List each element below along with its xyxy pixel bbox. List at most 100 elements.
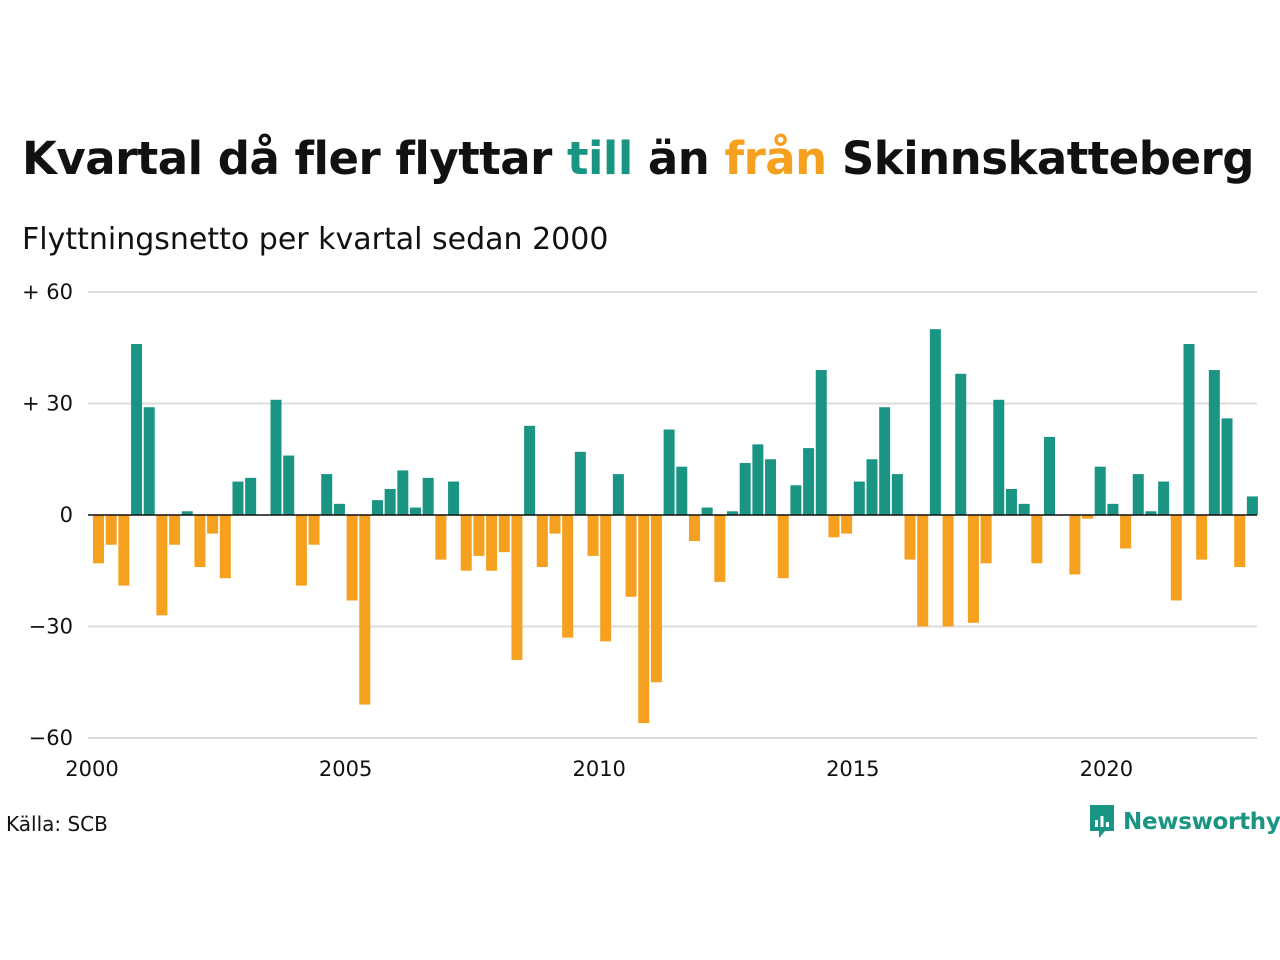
bar	[511, 515, 523, 660]
bar	[219, 515, 231, 579]
bar	[967, 515, 979, 623]
bar	[803, 448, 815, 515]
bar	[1044, 436, 1055, 515]
bar	[777, 515, 789, 579]
bar	[1246, 496, 1258, 515]
y-axis-tick-labels: + 60 + 30 0 −30 −60	[22, 280, 73, 750]
bar	[473, 515, 485, 556]
y-tick-label: 0	[60, 503, 73, 527]
bar	[384, 488, 396, 515]
x-tick-label: 2020	[1080, 757, 1133, 781]
bar	[181, 511, 193, 515]
bar	[207, 515, 219, 534]
bar	[790, 485, 802, 515]
bar	[562, 515, 574, 638]
x-axis-tick-labels: 2000 2005 2010 2015 2020	[65, 757, 1133, 781]
newsworthy-chart-bubble-icon	[1090, 805, 1114, 838]
bar	[929, 329, 941, 515]
bar	[371, 500, 383, 515]
bar	[980, 515, 992, 564]
title-part-1: Kvartal då fler flyttar	[22, 132, 567, 185]
bar	[638, 515, 650, 724]
y-tick-label: −60	[29, 726, 73, 750]
bar	[574, 451, 586, 515]
bar	[270, 399, 282, 515]
chart-subtitle: Flyttningsnetto per kvartal sedan 2000	[22, 222, 609, 257]
bar	[600, 515, 612, 642]
bar	[1082, 515, 1094, 519]
bar	[1208, 370, 1220, 515]
bar	[1170, 515, 1182, 601]
bar	[1196, 515, 1208, 560]
bar	[739, 462, 751, 515]
bar	[727, 511, 738, 515]
bar	[841, 515, 853, 534]
bar	[1120, 515, 1132, 549]
bar	[917, 515, 929, 627]
bar	[1018, 503, 1030, 515]
bar	[308, 515, 320, 545]
bar	[169, 515, 181, 545]
bar	[828, 515, 840, 538]
bar	[904, 515, 916, 560]
newsworthy-logo: Newsworthy	[1088, 804, 1280, 840]
title-part-2: än	[632, 132, 725, 185]
bar	[714, 515, 726, 582]
bar	[131, 344, 143, 515]
bar	[359, 515, 371, 705]
bar	[118, 515, 130, 586]
bar	[942, 515, 954, 627]
bar	[194, 515, 206, 568]
bar	[460, 515, 472, 571]
bar	[295, 515, 307, 586]
bar	[688, 515, 700, 542]
x-tick-label: 2000	[65, 757, 118, 781]
bar	[1234, 515, 1246, 568]
chart-title: Kvartal då fler flyttar till än från Ski…	[22, 132, 1254, 185]
bar	[1132, 474, 1144, 515]
bar	[105, 515, 117, 545]
bar	[422, 477, 434, 515]
bar	[625, 515, 637, 597]
bar	[650, 515, 662, 683]
bar	[1183, 344, 1195, 515]
bar	[486, 515, 498, 571]
bar-chart: + 60 + 30 0 −30 −60 2000 2005 2010 2015 2020	[22, 280, 1258, 781]
x-tick-label: 2010	[572, 757, 625, 781]
y-tick-label: + 30	[22, 392, 73, 416]
title-word-till: till	[566, 132, 633, 185]
bar	[1145, 511, 1157, 515]
title-part-3: Skinnskatteberg	[826, 132, 1255, 185]
bar	[410, 507, 421, 515]
x-tick-label: 2015	[826, 757, 879, 781]
bar	[1005, 488, 1017, 515]
bar	[1094, 466, 1106, 515]
bar	[524, 425, 536, 515]
bar	[765, 459, 777, 515]
bar	[346, 515, 358, 601]
bar	[1221, 418, 1233, 515]
bar	[993, 399, 1005, 515]
bar	[435, 515, 447, 560]
bar	[879, 407, 891, 515]
bar	[587, 515, 599, 556]
bar	[1158, 481, 1170, 515]
x-tick-label: 2005	[319, 757, 372, 781]
bar	[815, 370, 827, 515]
bar	[891, 474, 903, 515]
bar	[701, 507, 713, 515]
bar	[156, 515, 168, 616]
bar	[245, 477, 257, 515]
y-tick-label: + 60	[22, 280, 73, 304]
bar	[1031, 515, 1043, 564]
bar	[333, 503, 345, 515]
bar	[663, 429, 675, 515]
bar	[536, 515, 548, 568]
y-tick-label: −30	[29, 615, 73, 639]
grid-lines	[88, 291, 1257, 739]
bar	[549, 515, 561, 534]
bar	[321, 474, 333, 515]
bar	[866, 459, 878, 515]
logo-text: Newsworthy	[1123, 809, 1280, 835]
title-word-fran: från	[724, 132, 828, 185]
